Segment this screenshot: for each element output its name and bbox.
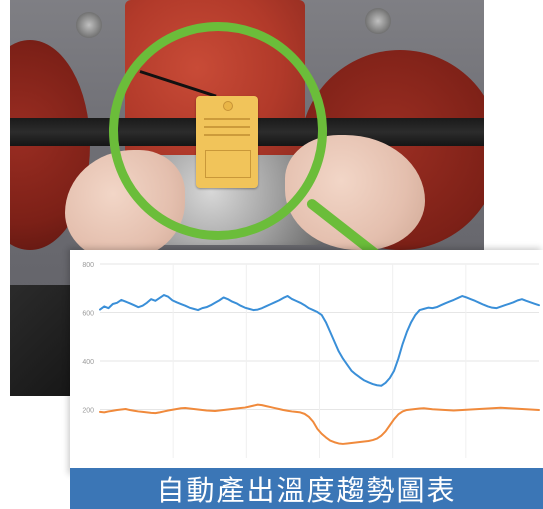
sensor-label-line (204, 118, 250, 120)
sensor-mount-hole (223, 101, 233, 111)
caption-bar: 自動產出溫度趨勢圖表 (70, 468, 543, 509)
photo-bolt-left (76, 12, 102, 38)
chart-y-ticks: 800 600 400 200 (82, 262, 94, 415)
y-tick-label: 200 (82, 408, 94, 415)
sensor-label-grid (205, 150, 251, 178)
y-tick-label: 400 (82, 359, 94, 366)
photo-bolt-right (365, 8, 391, 34)
chart-series (99, 294, 540, 445)
temperature-sensor-tag (196, 96, 258, 188)
caption-text: 自動產出溫度趨勢圖表 (156, 473, 457, 507)
chart-grid (100, 263, 539, 458)
y-tick-label: 800 (82, 262, 94, 269)
series-line-blue (99, 294, 540, 387)
y-tick-label: 600 (82, 311, 94, 318)
sensor-label-line (204, 134, 250, 136)
photo-sleeve (10, 285, 80, 396)
temperature-trend-chart-panel: 800 600 400 200 (70, 250, 543, 476)
series-line-orange (99, 403, 540, 445)
sensor-label-line (204, 126, 250, 128)
photo-hand-left (65, 150, 185, 260)
temperature-trend-chart: 800 600 400 200 (82, 262, 540, 458)
